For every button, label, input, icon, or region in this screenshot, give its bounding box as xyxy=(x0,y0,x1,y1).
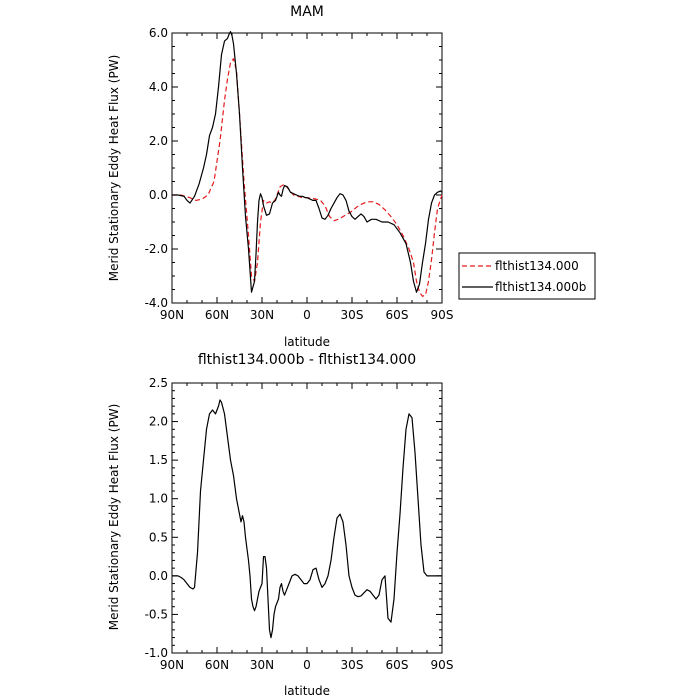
legend-box xyxy=(458,252,596,300)
bottom-chart-y-tick-label: -1.0 xyxy=(145,646,168,660)
top-chart-y-tick-label: 0.0 xyxy=(149,188,168,202)
legend: flthist134.000 flthist134.000b xyxy=(458,252,596,300)
bottom-chart-x-tick-label: 30S xyxy=(341,658,364,672)
bottom-chart-frame xyxy=(171,382,443,654)
bottom-chart-y-tick-label: 0.0 xyxy=(149,569,168,583)
bottom-chart-y-tick-label: 1.5 xyxy=(149,453,168,467)
top-chart-x-tick-label: 90N xyxy=(160,308,184,322)
top-chart-y-tick-label: 6.0 xyxy=(149,26,168,40)
bottom-chart-x-tick-label: 0 xyxy=(303,658,311,672)
bottom-chart-y-tick-label: 0.5 xyxy=(149,530,168,544)
top-chart-series-line-flthist134-000 xyxy=(172,58,443,297)
bottom-chart-y-tick-label: 2.5 xyxy=(149,376,168,390)
top-chart-y-tick-label: -2.0 xyxy=(145,242,168,256)
bottom-chart-x-tick-label: 60N xyxy=(205,658,229,672)
top-chart-ylabel: Merid Stationary Eddy Heat Flux (PW) xyxy=(107,55,121,282)
top-chart-title: MAM xyxy=(290,4,324,20)
bottom-chart-x-tick-label: 60S xyxy=(386,658,409,672)
top-chart-xlabel: latitude xyxy=(284,335,330,349)
top-chart-x-tick-label: 0 xyxy=(303,308,311,322)
bottom-chart-x-tick-label: 30N xyxy=(250,658,274,672)
top-chart-y-tick-label: -4.0 xyxy=(145,296,168,310)
top-chart-x-tick-label: 30S xyxy=(341,308,364,322)
top-chart-x-tick-label: 60N xyxy=(205,308,229,322)
top-chart-y-tick-label: 4.0 xyxy=(149,80,168,94)
top-chart-y-tick-label: 2.0 xyxy=(149,134,168,148)
top-chart-series-line-flthist134-000b xyxy=(172,31,443,293)
top-chart-x-tick-label: 60S xyxy=(386,308,409,322)
bottom-chart-y-tick-label: 2.0 xyxy=(149,415,168,429)
bottom-chart-x-tick-label: 90S xyxy=(431,658,454,672)
bottom-chart-y-tick-label: 1.0 xyxy=(149,492,168,506)
top-chart-x-tick-label: 30N xyxy=(250,308,274,322)
top-chart-x-tick-label: 90S xyxy=(431,308,454,322)
bottom-chart-title: flthist134.000b - flthist134.000 xyxy=(198,352,416,368)
bottom-chart-ylabel: Merid Stationary Eddy Heat Flux (PW) xyxy=(107,404,121,631)
bottom-chart-series-line-difference xyxy=(172,399,442,639)
bottom-chart-panel: flthist134.000b - flthist134.000 latitud… xyxy=(107,352,453,698)
bottom-chart-y-tick-label: -0.5 xyxy=(145,607,168,621)
legend-text-flthist134-000: flthist134.000 xyxy=(495,259,579,273)
bottom-chart-x-tick-label: 90N xyxy=(160,658,184,672)
legend-text-flthist134-000b: flthist134.000b xyxy=(495,280,586,294)
top-chart-frame xyxy=(171,32,443,304)
bottom-chart-xlabel: latitude xyxy=(284,684,330,698)
top-chart-panel: MAM latitude Merid Stationary Eddy Heat … xyxy=(107,4,453,349)
